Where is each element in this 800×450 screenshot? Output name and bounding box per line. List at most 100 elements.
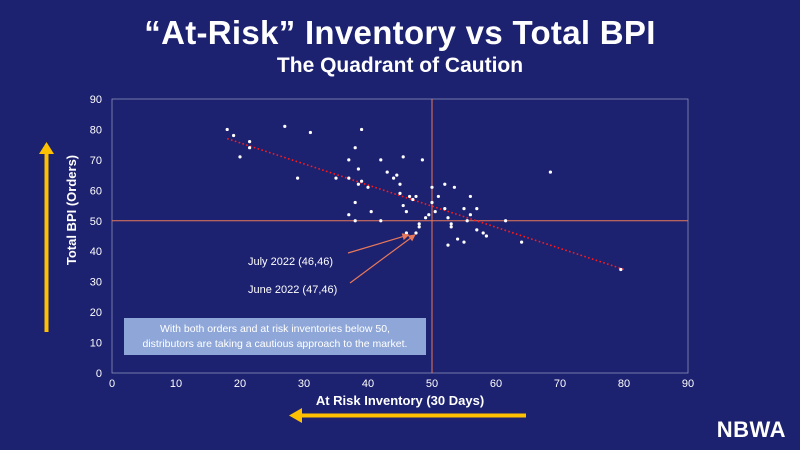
data-point [443, 207, 447, 211]
x-axis-label: At Risk Inventory (30 Days) [316, 393, 484, 408]
x-tick-label: 30 [298, 378, 310, 390]
data-point [308, 130, 312, 135]
data-point [427, 213, 431, 217]
data-point [404, 231, 408, 235]
data-point [398, 191, 402, 195]
x-tick-label: 40 [362, 378, 374, 390]
annotation-label: June 2022 (47,46) [248, 284, 337, 296]
data-point [238, 155, 242, 159]
y-tick-label: 70 [90, 155, 102, 167]
data-point [379, 219, 383, 223]
data-point [411, 197, 415, 202]
data-point [360, 127, 364, 132]
data-point [414, 194, 418, 199]
data-point [548, 170, 553, 174]
data-point [462, 207, 466, 211]
y-axis-arrow-head [39, 142, 54, 154]
data-point [465, 219, 469, 223]
data-point [430, 185, 434, 189]
x-tick-label: 90 [682, 378, 694, 390]
data-point [356, 182, 360, 186]
note-box: With both orders and at risk inventories… [124, 318, 426, 355]
data-point [430, 200, 434, 205]
data-point [481, 231, 485, 235]
y-tick-label: 10 [90, 338, 102, 350]
chart-title: “At-Risk” Inventory vs Total BPI [144, 14, 656, 51]
x-axis-arrow-head [289, 408, 302, 423]
x-tick-label: 20 [234, 378, 246, 390]
data-point [296, 176, 300, 180]
chart-subtitle: The Quadrant of Caution [276, 54, 524, 77]
note-line-2: distributors are taking a cautious appro… [142, 338, 408, 350]
plot-area [111, 98, 689, 374]
data-point [475, 207, 479, 211]
data-point [353, 200, 357, 205]
data-point [446, 243, 450, 247]
data-point [392, 176, 396, 180]
data-point [408, 194, 412, 199]
x-tick-label: 0 [109, 378, 115, 390]
data-point [347, 213, 351, 217]
data-point [520, 240, 524, 244]
data-point [468, 194, 472, 199]
y-tick-label: 80 [90, 124, 102, 136]
y-axis-arrow-shaft [44, 152, 49, 332]
data-point [456, 237, 460, 241]
y-tick-label: 0 [96, 368, 102, 380]
data-point [360, 179, 364, 183]
data-point [283, 124, 287, 128]
trendline [226, 137, 625, 271]
data-point [353, 146, 357, 150]
data-point [417, 225, 421, 229]
y-tick-label: 30 [90, 277, 102, 289]
y-tick-label: 50 [90, 216, 102, 228]
data-point [484, 234, 488, 238]
data-point [468, 213, 472, 217]
data-point [414, 231, 418, 235]
y-axis-label: Total BPI (Orders) [64, 155, 79, 265]
data-point [353, 219, 357, 223]
data-point [417, 222, 421, 226]
data-point [446, 216, 450, 220]
x-axis-arrow-shaft [300, 413, 526, 418]
data-point [404, 210, 408, 214]
data-point [356, 167, 360, 171]
data-point [366, 185, 370, 189]
data-point [347, 176, 351, 180]
x-tick-label: 70 [554, 378, 566, 390]
data-point [475, 228, 479, 232]
data-point [225, 127, 229, 132]
data-point [420, 158, 424, 162]
y-tick-label: 90 [90, 94, 102, 106]
data-point [369, 210, 373, 214]
y-tick-label: 60 [90, 185, 102, 197]
data-point [443, 182, 447, 186]
data-point [401, 155, 405, 159]
data-point [452, 185, 456, 189]
data-point [395, 173, 399, 177]
data-point [232, 133, 236, 138]
data-point [347, 158, 351, 162]
y-tick-label: 40 [90, 246, 102, 258]
data-point [385, 170, 389, 174]
data-point [379, 158, 383, 162]
x-tick-label: 50 [426, 378, 438, 390]
x-tick-label: 60 [490, 378, 502, 390]
nbwa-logo: NBWA [716, 417, 786, 442]
data-point [619, 267, 623, 272]
data-point [424, 216, 428, 220]
data-point [449, 222, 453, 226]
data-point [436, 194, 440, 199]
data-point [248, 146, 252, 150]
annotation-label: July 2022 (46,46) [248, 256, 333, 268]
data-point [401, 203, 405, 208]
data-point [248, 140, 252, 144]
data-point [504, 219, 508, 223]
x-tick-label: 10 [170, 378, 182, 390]
y-tick-label: 20 [90, 307, 102, 319]
data-point [334, 176, 338, 180]
data-point [433, 210, 437, 214]
x-tick-label: 80 [618, 378, 630, 390]
annotation-arrow [349, 234, 416, 284]
annotation-arrow [347, 233, 410, 254]
